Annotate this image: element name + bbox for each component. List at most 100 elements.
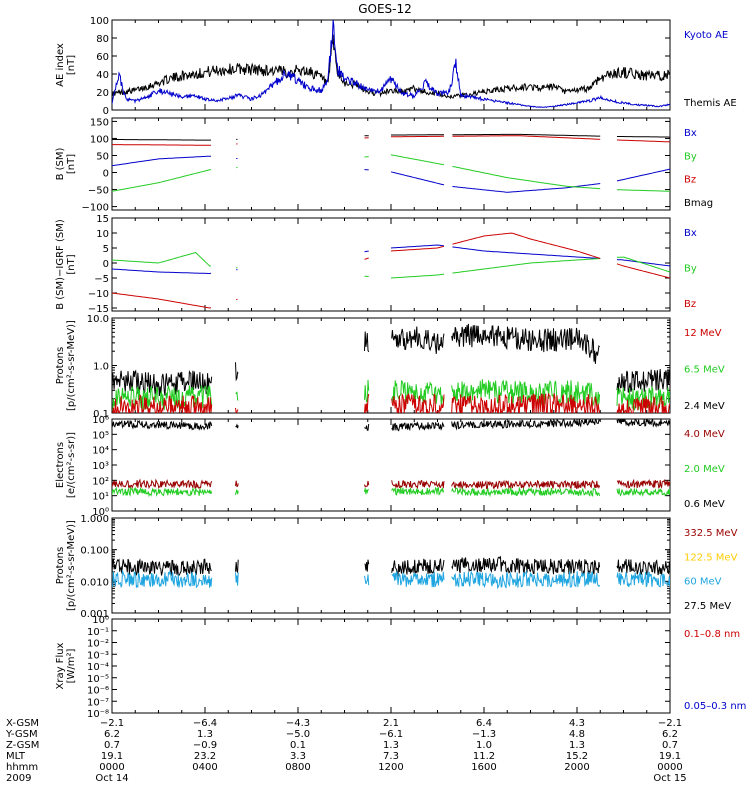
y-axis-label-line: [e/(cm²-s-sr)] bbox=[66, 432, 77, 498]
x-axis-value: 7.3 bbox=[383, 751, 399, 762]
legend-entry: 0.6 MeV bbox=[684, 499, 725, 510]
series-line-bz bbox=[112, 232, 670, 309]
series-line-4-0-mev bbox=[112, 478, 670, 490]
panel-frame bbox=[111, 517, 671, 614]
panel-ae: 0 20 40 60 80 100 AE index[nT] Kyoto AE Themis A… bbox=[55, 16, 737, 117]
y-axis-label: Electrons[e/(cm²-s-sr)] bbox=[55, 432, 77, 498]
y-tick-label: 10⁻⁸ bbox=[87, 709, 109, 720]
y-axis-label: Xray Flux[W/m²] bbox=[55, 642, 77, 689]
y-tick-label: −15 bbox=[88, 304, 109, 315]
panel-protons-high: 0.0010.0100.1001.000Protons[p/(cm²-s-sr-… bbox=[55, 514, 738, 620]
y-axis-label-line: [nT] bbox=[66, 254, 77, 274]
x-axis-value: −1.3 bbox=[472, 729, 496, 740]
x-axis-value: −6.1 bbox=[379, 729, 403, 740]
y-axis-label-line: [p/(cm²-s-sr-MeV)] bbox=[66, 520, 77, 611]
y-tick-label: 1.000 bbox=[80, 514, 109, 525]
x-axis-value: 4.8 bbox=[569, 729, 585, 740]
y-axis-label-line: [W/m²] bbox=[66, 648, 77, 683]
y-tick-label: 150 bbox=[90, 117, 109, 128]
y-axis-label: AE index[nT] bbox=[55, 43, 77, 87]
panel-frame bbox=[111, 618, 671, 714]
y-tick-label: 10⁴ bbox=[92, 446, 109, 457]
x-axis-value: −2.1 bbox=[100, 718, 124, 729]
y-tick-label: 40 bbox=[96, 70, 109, 81]
y-tick-label: 0 bbox=[103, 259, 109, 270]
y-tick-label: 60 bbox=[96, 52, 109, 63]
y-tick-label: 1.0 bbox=[93, 362, 109, 373]
y-tick-label: 10³ bbox=[92, 461, 109, 472]
y-tick-label: 10⁻⁶ bbox=[87, 686, 109, 697]
x-axis-value: Oct 15 bbox=[653, 773, 686, 784]
legend-entry: Bz bbox=[684, 299, 696, 310]
x-axis-value: 1.0 bbox=[476, 740, 492, 751]
y-tick-label: 0.001 bbox=[80, 609, 109, 620]
panel-frame bbox=[111, 217, 671, 312]
legend-entry: 332.5 MeV bbox=[684, 528, 738, 539]
x-axis-value: 6.4 bbox=[476, 718, 492, 729]
x-axis-value: 0800 bbox=[285, 762, 310, 773]
legend-entry: Bx bbox=[684, 228, 697, 239]
x-axis-value: 0.7 bbox=[104, 740, 120, 751]
y-axis-label-line: [nT] bbox=[66, 55, 77, 75]
y-tick-label: 10⁵ bbox=[92, 430, 109, 441]
y-tick-label: 100 bbox=[90, 16, 109, 27]
y-axis-label-line: AE index bbox=[55, 43, 66, 87]
x-axis-value: 1200 bbox=[378, 762, 403, 773]
x-axis-row-label: hhmm bbox=[6, 762, 38, 773]
series-line-themis-ae bbox=[112, 34, 670, 100]
y-axis-label: Protons[p/(cm²-s-sr-MeV)] bbox=[55, 520, 77, 611]
legend-entry: 2.0 MeV bbox=[684, 464, 725, 475]
y-axis-label-line: Protons bbox=[55, 347, 66, 384]
y-axis-label: B (SM)−IGRF (SM)[nT] bbox=[55, 219, 77, 310]
y-tick-label: 10² bbox=[92, 476, 109, 487]
x-axis-value: −2.1 bbox=[658, 718, 682, 729]
x-axis-value: Oct 14 bbox=[95, 773, 128, 784]
legend-entry: 12 MeV bbox=[684, 328, 722, 339]
x-axis-value: 0000 bbox=[657, 762, 682, 773]
y-tick-label: 20 bbox=[96, 88, 109, 99]
y-tick-label: 0 bbox=[103, 169, 109, 180]
y-axis-label: Protons[p/(cm²-s-sr-MeV)] bbox=[55, 320, 77, 411]
x-axis-value: 0.7 bbox=[662, 740, 678, 751]
y-axis-label: B (SM)[nT] bbox=[55, 147, 77, 180]
legend-entry: 60 MeV bbox=[684, 577, 722, 588]
series-line-2-0-mev bbox=[112, 486, 670, 498]
legend-entry: 4.0 MeV bbox=[684, 429, 725, 440]
y-tick-label: −50 bbox=[88, 186, 109, 197]
x-axis-value: 11.2 bbox=[473, 751, 495, 762]
x-axis-value: −4.3 bbox=[286, 718, 310, 729]
x-axis-value: 0400 bbox=[192, 762, 217, 773]
y-axis-label-line: [p/(cm²-s-sr-MeV)] bbox=[66, 320, 77, 411]
series-line-60-mev bbox=[112, 569, 670, 590]
y-tick-label: 10⁰ bbox=[92, 615, 109, 626]
y-axis-label-line: Protons bbox=[55, 547, 66, 584]
y-axis-label-line: B (SM) bbox=[55, 147, 66, 180]
y-tick-label: 10⁻¹ bbox=[87, 627, 109, 638]
y-tick-label: 10⁻⁴ bbox=[87, 662, 109, 673]
series-line-bmag bbox=[112, 133, 670, 141]
x-axis-row-label: X-GSM bbox=[6, 718, 39, 729]
series-line-27-5-mev bbox=[112, 555, 670, 577]
x-axis-row-label: Z-GSM bbox=[6, 740, 39, 751]
series-line-bx bbox=[112, 244, 670, 274]
x-axis-value: −5.0 bbox=[286, 729, 310, 740]
legend-entry: Bmag bbox=[684, 198, 713, 209]
x-axis-value: 2.1 bbox=[383, 718, 399, 729]
series-line-0-6-mev bbox=[112, 419, 670, 432]
x-axis-row-label: 2009 bbox=[6, 773, 31, 784]
y-tick-label: 0.1 bbox=[93, 409, 109, 420]
x-axis-table: X-GSM −2.1 −6.4 −4.3 2.1 6.4 4.3 −2.1 Y-GSM 6.2 1.… bbox=[5, 718, 687, 784]
y-tick-label: 50 bbox=[96, 151, 109, 162]
x-axis-value: 1600 bbox=[471, 762, 496, 773]
legend-entry: 0.05–0.3 nm bbox=[684, 701, 746, 712]
panel-bsm: −100 −50 0 50 100 150 B (SM)[nT] Bx By Bz Bmag bbox=[55, 117, 713, 213]
y-tick-label: 10⁰ bbox=[92, 507, 109, 518]
legend-entry: 122.5 MeV bbox=[684, 552, 738, 563]
series-line-12-mev bbox=[112, 392, 670, 413]
y-tick-label: 10⁶ bbox=[92, 415, 109, 426]
legend-entry: 2.4 MeV bbox=[684, 401, 725, 412]
x-axis-value: 19.1 bbox=[659, 751, 681, 762]
y-tick-label: 100 bbox=[90, 134, 109, 145]
y-axis-label-line: [nT] bbox=[66, 154, 77, 174]
